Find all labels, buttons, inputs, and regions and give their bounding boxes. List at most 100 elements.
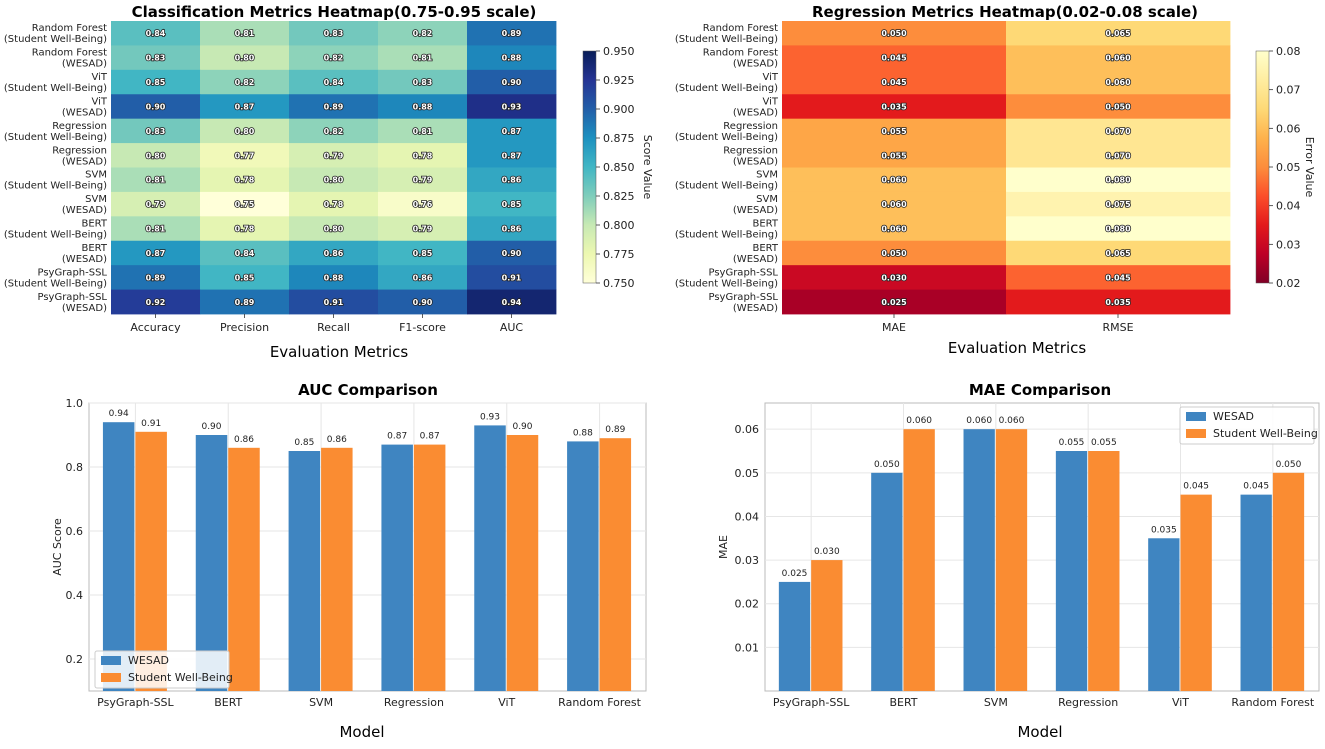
cls-cell-value: 0.79 [413, 176, 433, 185]
cls-row-label-dataset: (Student Well-Being) [4, 132, 107, 143]
auc-x-ticks: PsyGraph-SSL BERT SVM Regression ViT Random F… [97, 696, 641, 709]
cls-cell-value: 0.80 [324, 176, 344, 185]
reg-cell-value: 0.050 [881, 29, 907, 38]
cls-cell-value: 0.89 [146, 273, 166, 282]
reg-cell-value: 0.060 [881, 225, 907, 234]
auc-bar-label: 0.94 [109, 409, 129, 419]
cls-cell-svm-student-well-being-auc [467, 167, 557, 193]
cls-cell-value: 0.83 [146, 127, 166, 136]
reg-cell-regression-wesad-mae [782, 143, 1007, 168]
mae-y-ticks: 0.01 0.02 0.03 0.04 0.05 0.06 [735, 423, 760, 654]
regression-colorbar-label: Error Value [1303, 137, 1316, 198]
cls-cell-value: 0.89 [502, 29, 522, 38]
reg-row-label-model: Random Forest [703, 23, 778, 34]
cls-cell-value: 0.78 [235, 225, 255, 234]
mae-bar-student-well-being-regression [1088, 451, 1120, 691]
cls-row-label-dataset: (WESAD) [62, 59, 107, 70]
cls-cell-vit-wesad-f1-score [378, 94, 468, 120]
mae-y-tick-label: 0.01 [735, 641, 760, 654]
reg-cell-vit-student-well-being-rmse [1006, 69, 1231, 95]
mae-legend-swatch-student [1186, 429, 1206, 438]
auc-bar-label: 0.87 [420, 432, 440, 442]
cls-cell-bert-student-well-being-f1-score [378, 216, 468, 242]
auc-bar-label: 0.90 [201, 422, 221, 432]
reg-row-label-dataset: (WESAD) [733, 254, 778, 265]
classification-colorbar [582, 50, 597, 284]
cls-cell-regression-student-well-being-precision [200, 118, 290, 144]
reg-cell-value: 0.055 [881, 151, 907, 160]
reg-row-label-dataset: (Student Well-Being) [675, 230, 778, 241]
mae-bar-student-well-being-random-forest [1272, 472, 1305, 691]
reg-cell-value: 0.035 [1105, 298, 1131, 307]
auc-bars: 0.94 0.91 0.90 0.86 0.85 0.86 0.87 0.87 0.93 0.90… [102, 409, 632, 691]
cls-cell-value: 0.81 [146, 176, 166, 185]
reg-cell-bert-wesad-mae [782, 240, 1007, 266]
cls-row-label-model: Random Forest [32, 48, 107, 59]
regression-x-axis-label: Evaluation Metrics [948, 339, 1087, 357]
auc-legend: WESAD Student Well-Being [94, 650, 233, 689]
cls-cell-value: 0.91 [502, 273, 522, 282]
cls-row-label-model: SVM [85, 170, 107, 181]
auc-y-tick-label: 0.6 [66, 525, 84, 538]
cls-row-label-model: Regression [52, 121, 107, 132]
reg-row-label-dataset: (WESAD) [733, 205, 778, 216]
cls-cell-value: 0.92 [146, 298, 166, 307]
cls-cell-value: 0.93 [502, 102, 522, 111]
auc-bar-label: 0.85 [294, 438, 314, 448]
cls-cell-psygraph-ssl-wesad-accuracy [111, 289, 201, 315]
cls-cell-svm-student-well-being-f1-score [378, 167, 468, 193]
cls-cell-psygraph-ssl-student-well-being-accuracy [111, 265, 201, 290]
auc-bar-wesad-psygraph-ssl [102, 422, 135, 691]
cls-cell-value: 0.82 [413, 29, 433, 38]
mae-legend-box [1179, 406, 1315, 445]
mae-bar-wesad-regression [1055, 451, 1088, 691]
reg-row-label-model: ViT [762, 96, 778, 107]
cls-row-label-model: SVM [85, 194, 107, 205]
cls-cell-value: 0.81 [413, 54, 433, 63]
mae-bar-label: 0.045 [1183, 482, 1209, 492]
cls-cell-bert-wesad-recall [289, 240, 379, 266]
reg-cell-value: 0.080 [1105, 176, 1131, 185]
cls-row-label-model: PsyGraph-SSL [37, 292, 107, 303]
mae-x-tick-svm: SVM [984, 696, 1008, 709]
cls-cell-value: 0.79 [324, 151, 344, 160]
cls-cell-vit-student-well-being-precision [200, 69, 290, 95]
cls-cell-psygraph-ssl-wesad-auc [467, 289, 557, 315]
cls-cell-svm-wesad-accuracy [111, 191, 201, 217]
auc-bar-wesad-vit [474, 425, 506, 691]
classification-row-labels: Random Forest(Student Well-Being)Random … [4, 23, 108, 314]
cls-cell-regression-student-well-being-accuracy [111, 118, 201, 144]
cls-row-label-dataset: (WESAD) [62, 205, 107, 216]
cls-row-label-model: BERT [81, 243, 107, 254]
cls-cell-regression-student-well-being-f1-score [378, 118, 468, 144]
reg-colorbar-tick-label: 0.03 [1276, 238, 1301, 251]
cls-colorbar-tick-label: 0.850 [603, 161, 635, 174]
cls-row-label-dataset: (WESAD) [62, 254, 107, 265]
mae-legend-label-wesad: WESAD [1213, 410, 1254, 423]
cls-cell-value: 0.87 [146, 249, 166, 258]
cls-cell-value: 0.81 [413, 127, 433, 136]
cls-cell-svm-wesad-f1-score [378, 191, 468, 217]
auc-bar-label: 0.91 [141, 419, 161, 429]
cls-cell-value: 0.82 [235, 78, 255, 87]
auc-y-tick-label: 1.0 [66, 397, 84, 410]
reg-cell-value: 0.045 [1105, 273, 1131, 282]
cls-cell-value: 0.80 [146, 151, 166, 160]
reg-row-label-model: SVM [756, 194, 778, 205]
auc-plot-frame [88, 402, 647, 692]
mae-y-tick-label: 0.03 [735, 554, 760, 567]
mae-legend-label-student: Student Well-Being [1213, 427, 1318, 440]
mae-bar-label: 0.045 [1243, 482, 1269, 492]
cls-colorbar-tick-label: 0.875 [603, 132, 635, 145]
auc-x-tick-bert: BERT [214, 696, 242, 709]
reg-cell-svm-student-well-being-rmse [1006, 167, 1231, 193]
classification-colorbar-ticks: 0.750 0.775 0.800 0.825 0.850 0.875 0.900 0.925… [596, 45, 635, 290]
cls-cell-vit-wesad-accuracy [111, 94, 201, 120]
reg-cell-value: 0.060 [1105, 54, 1131, 63]
cls-cell-value: 0.77 [235, 151, 255, 160]
cls-cell-value: 0.83 [146, 54, 166, 63]
reg-cell-value: 0.030 [881, 273, 907, 282]
cls-cell-svm-wesad-precision [200, 191, 290, 217]
cls-cell-value: 0.85 [235, 273, 255, 282]
regression-heatmap-cells: 0.050 0.065 0.045 0.060 0.045 0.060 0.035 0.050… [782, 21, 1231, 315]
